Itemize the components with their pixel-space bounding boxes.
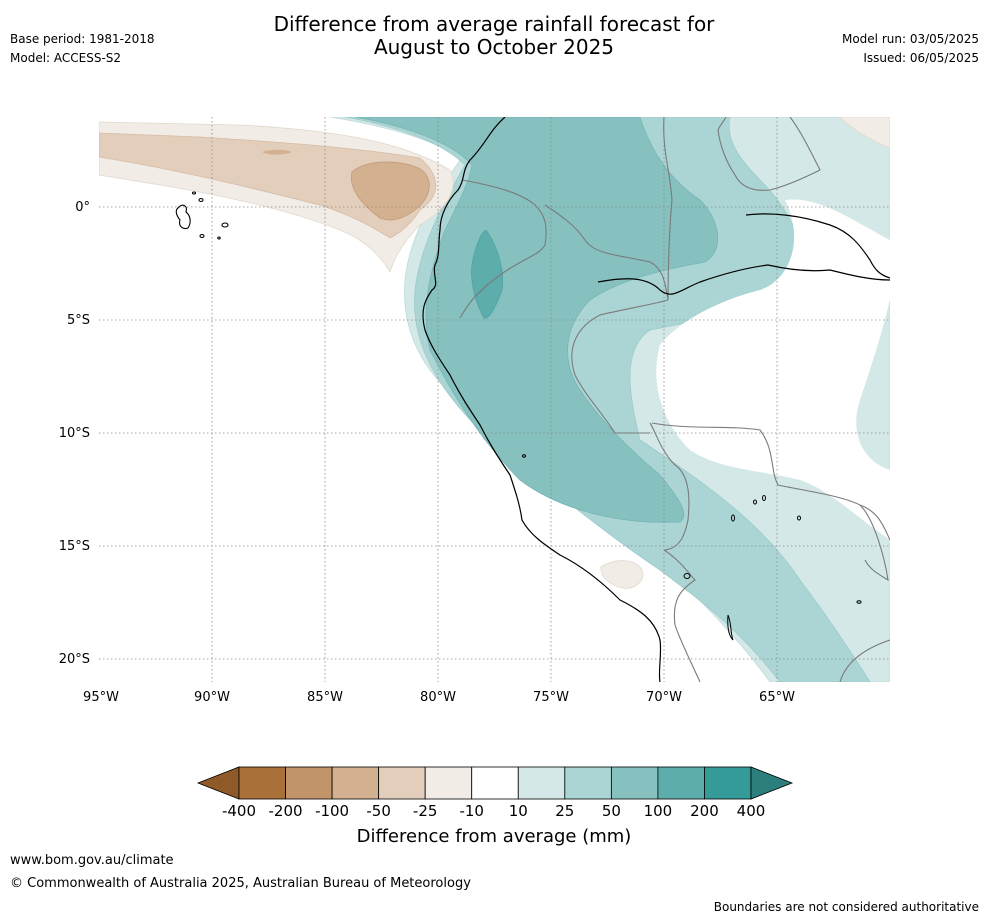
colorbar-box <box>471 766 519 800</box>
colorbar-box <box>378 766 426 800</box>
colorbar-label: 100 <box>644 802 673 820</box>
model-name: Model: ACCESS-S2 <box>10 51 122 65</box>
lon-label-1: 90°W <box>194 690 230 705</box>
colorbar-box <box>424 766 473 800</box>
lon-label-4: 75°W <box>533 690 569 705</box>
title-line-1: Difference from average rainfall forecas… <box>273 12 715 36</box>
colorbar-label: 200 <box>690 802 719 820</box>
model-run: Model run: 03/05/2025 <box>841 32 979 46</box>
colorbar-label: -10 <box>459 802 484 820</box>
lon-label-5: 70°W <box>646 690 682 705</box>
map-area <box>99 117 890 682</box>
colorbar-boxes <box>238 766 752 800</box>
longitude-labels: 95°W 90°W 85°W 80°W 75°W 70°W 65°W <box>83 690 795 705</box>
lat-label-2: 10°S <box>59 426 90 441</box>
dry-50-100-small-region <box>262 149 292 155</box>
colorbar-label: -400 <box>222 802 256 820</box>
coastline <box>422 117 890 682</box>
dry-25-50-region <box>99 132 437 239</box>
colorbar-box <box>704 766 752 800</box>
colorbar-label: 10 <box>509 802 528 820</box>
colorbar-box <box>238 766 286 800</box>
footer-url[interactable]: www.bom.gov.au/climate <box>10 853 174 868</box>
colorbar-label: 50 <box>602 802 621 820</box>
colorbar-label: 400 <box>737 802 766 820</box>
lat-label-0: 0° <box>75 200 90 215</box>
issued-date: Issued: 06/05/2025 <box>863 51 979 65</box>
colorbar-labels: -400 -200 -100 -50 -25 -10 10 25 50 100 200 400 <box>222 802 765 820</box>
country-boundaries <box>459 117 890 682</box>
colorbar-box <box>657 766 705 800</box>
lon-label-0: 95°W <box>83 690 119 705</box>
galapagos-islands <box>175 191 229 240</box>
lat-label-4: 20°S <box>59 652 90 667</box>
colorbar-label: -100 <box>315 802 349 820</box>
colorbar-box <box>610 766 659 800</box>
dry-10-25-coastal-region <box>600 560 644 589</box>
colorbar-over-triangle <box>750 766 794 800</box>
title-line-2: August to October 2025 <box>373 35 615 59</box>
colorbar-box <box>331 766 380 800</box>
colorbar-title: Difference from average (mm) <box>356 826 632 847</box>
lon-label-2: 85°W <box>307 690 343 705</box>
dry-10-25-corner-region <box>839 117 890 149</box>
footer-note: Boundaries are not considered authoritat… <box>713 900 979 914</box>
colorbar-box <box>564 766 612 800</box>
map-title: Difference from average rainfall forecas… <box>0 13 988 59</box>
lat-label-3: 15°S <box>59 539 90 554</box>
latitude-labels: 0° 5°S 10°S 15°S 20°S <box>59 200 90 667</box>
white-inland-region <box>656 199 890 540</box>
colorbar-box <box>285 766 333 800</box>
lon-label-6: 65°W <box>759 690 795 705</box>
colorbar-box <box>517 766 566 800</box>
lat-label-1: 5°S <box>67 313 90 328</box>
dry-50-100-region <box>350 161 430 221</box>
colorbar-label: -200 <box>269 802 303 820</box>
wet-100-200-region <box>471 229 504 319</box>
colorbar-label: 25 <box>555 802 574 820</box>
colorbar-label: -50 <box>366 802 391 820</box>
colorbar-label: -25 <box>413 802 438 820</box>
base-period: Base period: 1981-2018 <box>10 32 155 46</box>
colorbar-under-triangle <box>196 766 240 800</box>
lon-label-3: 80°W <box>420 690 456 705</box>
footer-copyright: © Commonwealth of Australia 2025, Austra… <box>10 876 471 891</box>
inland-lakes <box>522 454 862 641</box>
